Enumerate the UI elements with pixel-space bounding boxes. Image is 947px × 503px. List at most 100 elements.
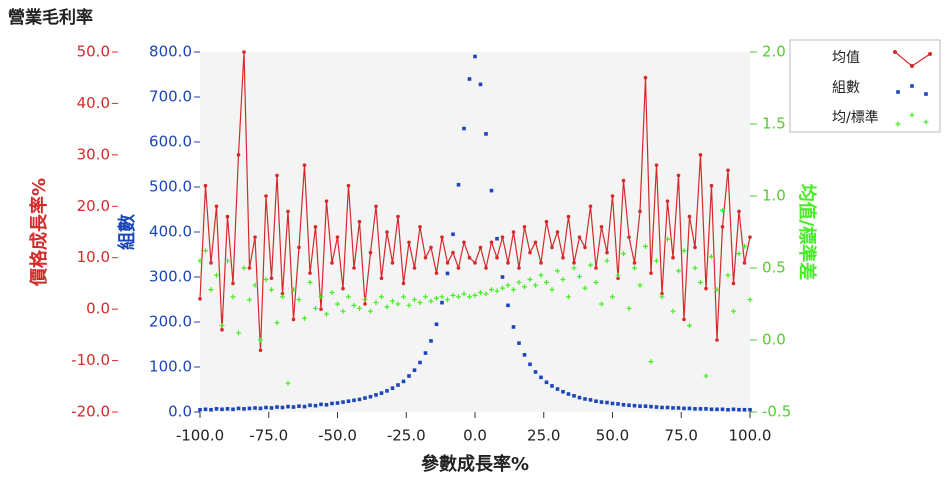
point: [401, 281, 406, 286]
y-tick-label: 700.0: [149, 88, 192, 106]
x-tick-label: 0.0: [463, 427, 487, 445]
point: [561, 255, 565, 260]
point: [374, 204, 378, 209]
point: [682, 317, 686, 322]
point: [417, 300, 423, 306]
point: [500, 275, 505, 279]
point: [484, 266, 488, 270]
point: [511, 230, 516, 234]
point: [549, 287, 555, 293]
point: [665, 405, 670, 410]
point: [225, 214, 230, 219]
point: [280, 291, 285, 296]
point: [654, 258, 659, 264]
y-tick-label: 200.0: [149, 313, 192, 331]
legend-label: 均/標準: [832, 110, 879, 126]
point: [731, 281, 736, 286]
point: [588, 398, 593, 402]
point: [263, 277, 269, 283]
point: [742, 243, 747, 249]
point: [484, 132, 488, 136]
point: [682, 406, 686, 411]
point: [660, 405, 664, 410]
point: [588, 262, 593, 268]
point: [748, 407, 752, 412]
point: [577, 235, 582, 239]
point: [225, 407, 230, 411]
point: [742, 261, 747, 265]
point: [605, 400, 609, 405]
point: [462, 126, 466, 131]
point: [209, 407, 213, 412]
point: [253, 235, 257, 239]
point: [346, 294, 351, 300]
point: [654, 405, 659, 409]
point: [264, 194, 268, 198]
point: [230, 294, 236, 300]
point: [197, 258, 203, 264]
point: [516, 279, 522, 285]
point: [434, 322, 439, 327]
point: [599, 400, 604, 404]
point: [671, 406, 675, 410]
point: [296, 297, 302, 303]
point: [390, 261, 395, 265]
point: [456, 182, 461, 187]
point: [439, 294, 445, 300]
legend-swatch: [893, 50, 897, 54]
point: [346, 183, 351, 188]
point: [676, 173, 681, 178]
point: [412, 368, 417, 372]
y-tick-label: 2.0: [762, 43, 786, 61]
point: [385, 230, 389, 234]
y-tick-label: 400.0: [149, 223, 192, 241]
point: [594, 266, 598, 270]
point: [264, 405, 268, 410]
point: [340, 308, 346, 314]
point: [489, 240, 494, 245]
point: [643, 404, 648, 408]
point: [324, 311, 329, 317]
point: [203, 248, 208, 254]
point: [440, 235, 444, 239]
point: [506, 303, 510, 308]
point: [297, 245, 301, 250]
point: [319, 402, 323, 407]
point: [302, 163, 307, 167]
point: [604, 258, 610, 264]
point: [681, 248, 687, 254]
point: [715, 338, 719, 342]
point: [286, 404, 290, 409]
point: [517, 266, 521, 270]
point: [615, 272, 621, 278]
y-tick-label: 0.0: [168, 403, 192, 421]
x-tick-label: 75.0: [665, 427, 698, 445]
point: [649, 404, 653, 409]
point: [363, 302, 367, 306]
chart-title: 營業毛利率: [8, 7, 93, 28]
point: [258, 337, 263, 343]
y2-axis-title: 組數: [116, 214, 138, 250]
point: [704, 407, 708, 411]
point: [665, 236, 670, 242]
point: [737, 407, 741, 412]
point: [583, 397, 587, 401]
point: [318, 294, 324, 300]
point: [583, 245, 587, 250]
point: [627, 403, 631, 408]
point: [346, 399, 351, 403]
point: [555, 387, 560, 391]
point: [737, 209, 741, 214]
point: [610, 294, 615, 300]
point: [396, 214, 400, 219]
point: [357, 397, 362, 402]
point: [632, 403, 637, 408]
y-tick-label: 800.0: [149, 43, 192, 61]
point: [670, 308, 676, 314]
point: [198, 407, 202, 412]
y-tick-label: -10.0: [71, 351, 110, 369]
point: [483, 291, 489, 297]
point: [538, 272, 544, 278]
point: [572, 394, 576, 398]
